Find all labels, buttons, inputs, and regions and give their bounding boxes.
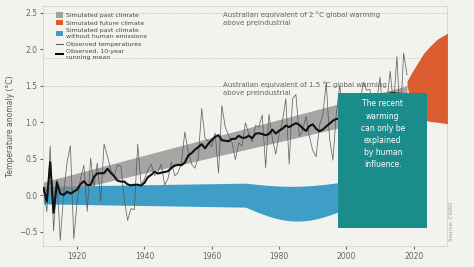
Text: Australian equivalent of 1.5 °C global warming
above preindustrial: Australian equivalent of 1.5 °C global w…	[223, 81, 387, 96]
Legend: Simulated past climate, Simulated future climate, Simulated past climate
without: Simulated past climate, Simulated future…	[55, 11, 148, 61]
Y-axis label: Temperature anomaly (°C): Temperature anomaly (°C)	[6, 75, 15, 177]
Text: The recent
warming
can only be
explained
by human
influence.: The recent warming can only be explained…	[361, 99, 405, 169]
FancyBboxPatch shape	[338, 93, 427, 228]
Text: Australian equivalent of 2 °C global warming
above preindustrial: Australian equivalent of 2 °C global war…	[223, 11, 380, 26]
Text: Source: CSIRO: Source: CSIRO	[449, 202, 455, 241]
